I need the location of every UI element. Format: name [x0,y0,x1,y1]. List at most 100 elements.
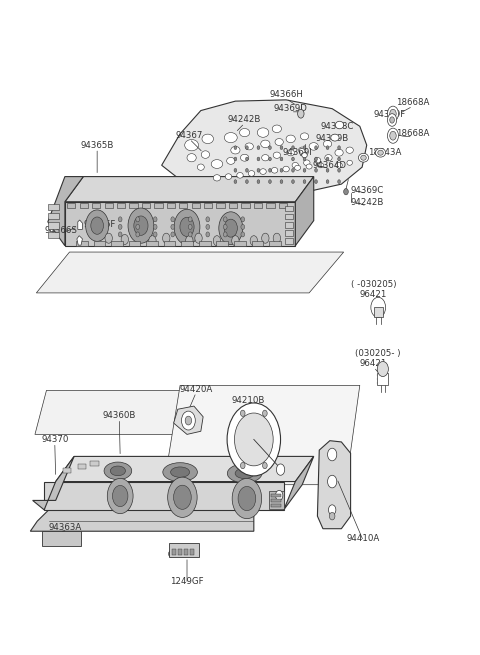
Circle shape [263,462,267,469]
Bar [48,232,60,238]
Text: 1249GF: 1249GF [170,577,204,586]
Circle shape [269,157,271,161]
Bar [285,238,293,244]
Bar [285,230,293,236]
Bar [48,223,60,229]
Circle shape [303,179,306,183]
Ellipse shape [292,162,299,168]
Circle shape [171,232,175,237]
Ellipse shape [375,148,385,157]
Ellipse shape [237,172,243,178]
Circle shape [371,297,385,318]
Circle shape [390,131,396,140]
Circle shape [224,219,238,237]
Text: 94370: 94370 [41,435,69,444]
Circle shape [223,217,227,222]
Circle shape [327,448,337,461]
Polygon shape [77,236,83,245]
Circle shape [136,225,140,229]
Circle shape [387,114,396,126]
Polygon shape [44,481,284,510]
Ellipse shape [272,125,281,132]
Ellipse shape [314,157,321,163]
Circle shape [315,146,317,149]
Ellipse shape [240,155,249,161]
Ellipse shape [197,164,204,170]
Circle shape [134,216,148,235]
Circle shape [344,189,348,195]
Circle shape [223,225,227,229]
Circle shape [195,233,202,243]
Circle shape [280,157,283,161]
Polygon shape [317,441,350,529]
Circle shape [292,168,294,172]
Circle shape [338,157,340,161]
Circle shape [234,146,237,149]
Circle shape [121,234,129,244]
Bar [92,203,100,208]
Circle shape [180,217,194,236]
Bar [199,241,211,246]
Polygon shape [35,390,358,434]
Text: 94366F: 94366F [83,220,116,229]
Text: 94369I: 94369I [283,148,312,157]
Bar [252,241,263,246]
Circle shape [119,217,122,222]
Bar [172,549,176,555]
Circle shape [315,179,317,183]
Text: 94369D: 94369D [274,104,308,113]
Ellipse shape [302,153,307,158]
Circle shape [136,232,140,237]
Ellipse shape [170,467,190,477]
Text: 18668A: 18668A [396,129,430,138]
Bar [266,203,275,208]
Circle shape [276,491,283,500]
Bar [48,213,60,219]
Text: 94242B: 94242B [350,198,384,208]
Ellipse shape [261,140,270,147]
Ellipse shape [287,149,294,156]
Circle shape [154,217,157,222]
Circle shape [181,411,195,430]
Ellipse shape [295,165,300,170]
Circle shape [105,233,112,243]
Text: 18643A: 18643A [369,148,402,157]
Circle shape [188,217,192,222]
Bar [117,203,125,208]
Circle shape [186,236,193,246]
Circle shape [188,232,192,237]
Bar [76,241,88,246]
Ellipse shape [240,128,250,137]
Circle shape [174,485,191,510]
Circle shape [213,236,221,246]
Circle shape [154,232,157,237]
Circle shape [387,106,398,121]
Circle shape [136,217,140,222]
Ellipse shape [318,162,324,168]
Circle shape [234,179,237,183]
Ellipse shape [336,162,342,168]
Circle shape [171,217,175,222]
Circle shape [246,157,248,161]
Bar [184,549,188,555]
Bar [190,549,194,555]
Bar [241,203,250,208]
Ellipse shape [104,462,132,479]
Circle shape [257,157,260,161]
Bar [279,203,287,208]
Ellipse shape [378,150,384,155]
Circle shape [206,217,210,222]
Circle shape [241,232,245,237]
Text: 94420A: 94420A [180,384,213,394]
Circle shape [91,217,104,234]
Ellipse shape [235,468,254,479]
Bar [271,498,281,502]
Bar [271,504,281,507]
Bar [285,214,293,219]
Bar [192,203,200,208]
Text: ( -030205): ( -030205) [351,280,396,290]
Bar [62,468,71,474]
Text: 94364D: 94364D [313,160,347,170]
Circle shape [303,157,306,161]
Circle shape [232,478,262,519]
